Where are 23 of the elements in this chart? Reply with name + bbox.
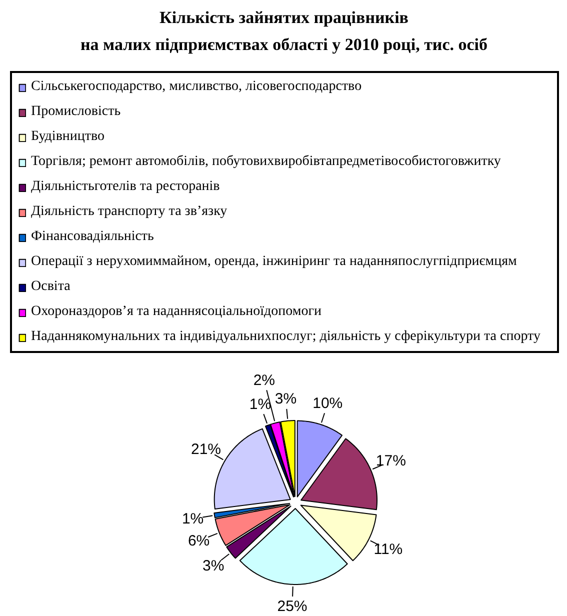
data-label: 17%: [376, 452, 406, 470]
data-label: 3%: [202, 558, 224, 575]
legend-label: Операції з нерухомиммайном, оренда, інжиніринг та наданняпослугпідприємцям: [31, 254, 518, 270]
data-label: 2%: [253, 372, 276, 389]
data-label: 21%: [190, 441, 222, 458]
data-label: 6%: [188, 532, 210, 550]
legend-label: Діяльністьготелів та ресторанів: [31, 179, 221, 195]
legend-label: Освіта: [31, 279, 72, 295]
legend-label: Наданнякомунальних та індивідуальнихпослуг; діяльність у сферікультури та спорту: [31, 329, 542, 345]
data-label: 1%: [182, 510, 204, 528]
data-label: 3%: [274, 390, 297, 408]
data-label: 25%: [277, 598, 308, 615]
data-label: 10%: [312, 395, 343, 412]
legend-label: Фінансовадіяльність: [31, 229, 155, 245]
data-label: 11%: [374, 541, 403, 558]
legend-label: Будівництво: [31, 129, 106, 145]
chart-title: Кількість зайнятих працівників на малих підприємствах області у 2010 році, тис. осіб: [80, 8, 488, 54]
legend-label: Сільськегосподарство, мисливство, лісовегосподарство: [31, 79, 363, 95]
legend-label: Діяльність транспорту та зв’язку: [31, 204, 228, 220]
data-label: 1%: [249, 396, 272, 414]
legend-label: Охороназдоров’я та наданнясоціальноїдопомоги: [31, 304, 322, 320]
legend-label: Промисловість: [31, 104, 122, 120]
legend-label: Торгівля; ремонт автомобілів, побутовихвиробівтапредметівособистоговжитку: [31, 154, 502, 170]
